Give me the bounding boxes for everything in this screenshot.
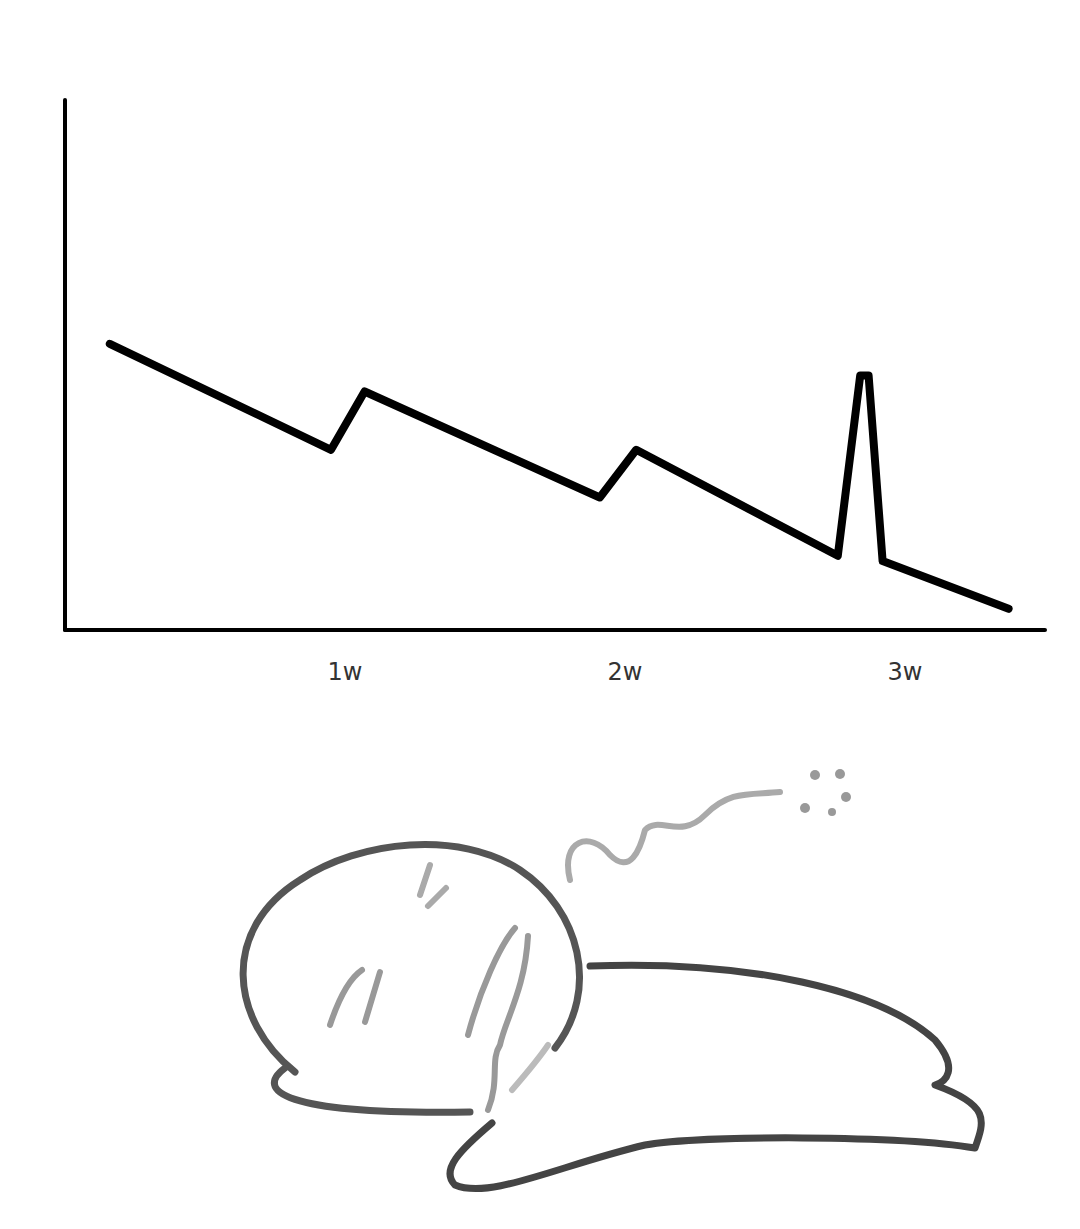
svg-text:2w: 2w — [608, 658, 643, 686]
svg-text:3w: 3w — [888, 658, 923, 686]
svg-text:1w: 1w — [328, 658, 363, 686]
